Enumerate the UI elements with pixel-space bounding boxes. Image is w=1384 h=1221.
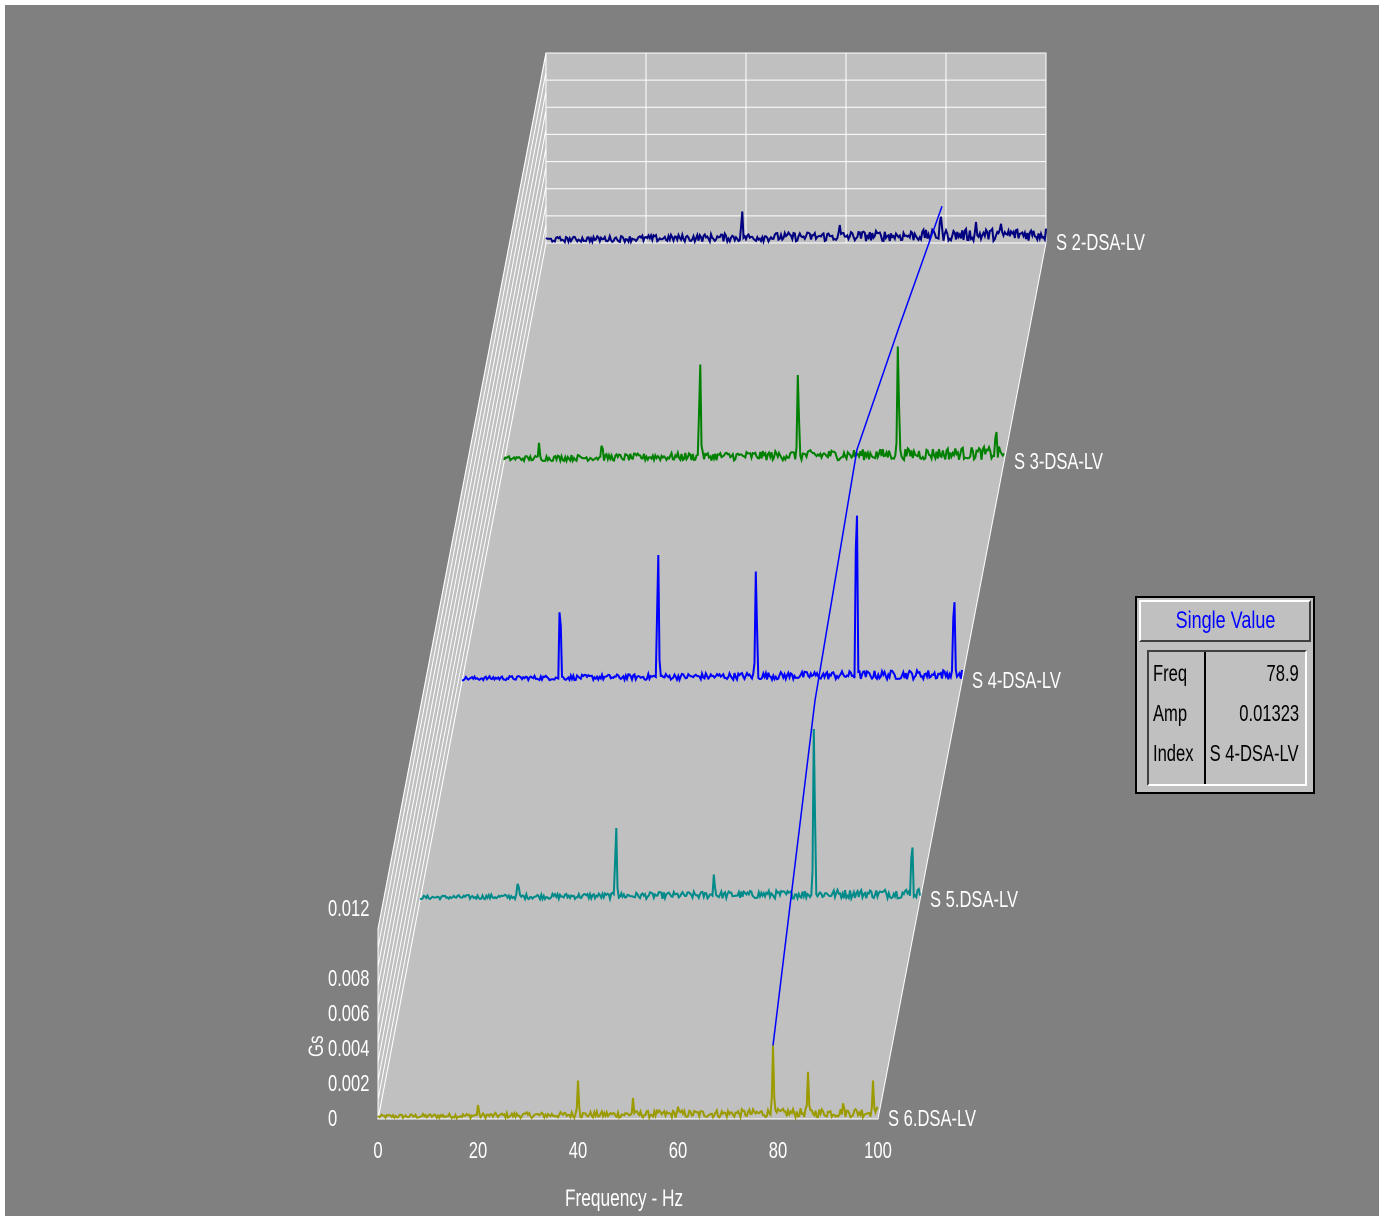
series-trace (419, 728, 921, 903)
x-tick-label: 60 (668, 1137, 688, 1163)
side-wall-gridline (377, 147, 547, 1025)
readout-key: Amp (1153, 700, 1188, 726)
x-tick-label: 20 (468, 1137, 488, 1163)
series-label: S 3-DSA-LV (1014, 448, 1103, 474)
readout-value: 0.01323 (1239, 700, 1299, 726)
x-axis-label: Frequency - Hz (565, 1185, 684, 1212)
side-wall-gridline (377, 128, 547, 1006)
x-tick-label: 80 (768, 1137, 788, 1163)
side-wall-gridline (377, 204, 547, 1082)
x-tick-label: 40 (568, 1137, 588, 1163)
y-tick-label: 0.006 (328, 1000, 370, 1026)
readout-key: Index (1153, 740, 1194, 766)
readout-title: Single Value (1139, 600, 1311, 642)
series-trace (377, 1045, 879, 1122)
waterfall-plot[interactable] (5, 5, 1379, 1216)
floor-plane (377, 242, 1047, 1120)
side-wall-gridline (377, 109, 547, 987)
series-label: S 4-DSA-LV (972, 667, 1061, 693)
side-wall-gridline (377, 223, 547, 1101)
series-trace (461, 515, 963, 684)
y-axis-label: Gs (305, 1035, 328, 1057)
readout-key: Freq (1153, 660, 1188, 686)
x-tick-label: 0 (373, 1137, 383, 1163)
readout-value: S 4-DSA-LV (1210, 740, 1299, 766)
readout-title-text: Single Value (1175, 607, 1275, 634)
series-trace (503, 346, 1005, 465)
side-wall-gridline (377, 90, 547, 968)
readout-row-freq: Freq 78.9 (1149, 656, 1305, 696)
series-label: S 5.DSA-LV (930, 886, 1019, 912)
readout-value: 78.9 (1266, 660, 1299, 686)
y-tick-label: 0.012 (328, 895, 370, 921)
readout-row-amp: Amp 0.01323 (1149, 696, 1305, 736)
side-wall-gridline (377, 52, 547, 930)
cursor-line (772, 206, 943, 1046)
x-tick-label: 100 (864, 1137, 892, 1163)
side-wall-gridline (377, 71, 547, 949)
readout-separator (1204, 652, 1206, 784)
y-tick-label: 0.008 (328, 965, 370, 991)
single-value-readout[interactable]: Single Value Freq 78.9 Amp 0.01323 Index… (1135, 596, 1315, 794)
side-wall-gridline (377, 185, 547, 1063)
series-trace (545, 211, 1047, 246)
series-label: S 6.DSA-LV (888, 1105, 977, 1131)
y-tick-label: 0.002 (328, 1070, 370, 1096)
y-tick-label: 0 (328, 1105, 338, 1131)
y-tick-label: 0.004 (328, 1035, 370, 1061)
back-wall (545, 52, 1047, 244)
side-wall-gridline (377, 166, 547, 1044)
readout-table: Freq 78.9 Amp 0.01323 Index S 4-DSA-LV (1147, 650, 1307, 786)
readout-row-index: Index S 4-DSA-LV (1149, 736, 1305, 776)
series-label: S 2-DSA-LV (1056, 229, 1145, 255)
